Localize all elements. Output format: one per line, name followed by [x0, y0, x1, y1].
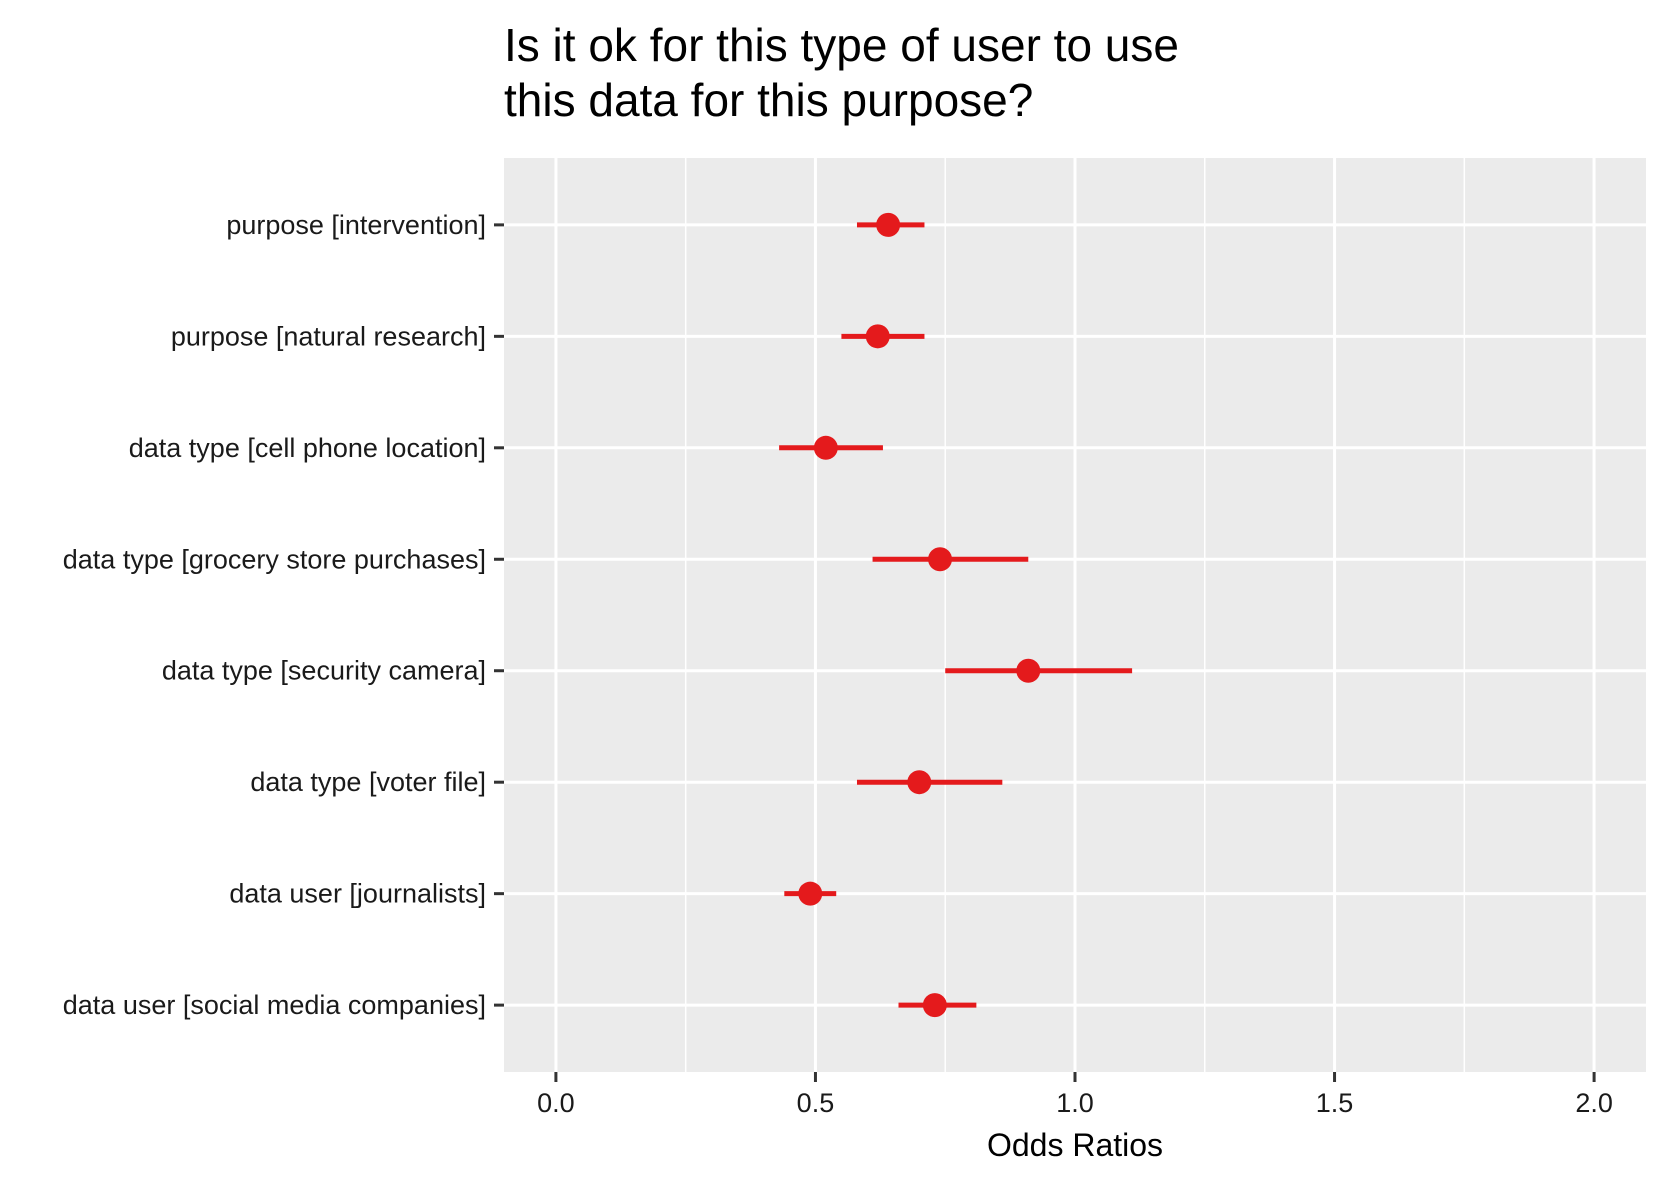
estimate-point-5: [907, 770, 932, 795]
x-axis: 0.0 0.5 1.0 1.5 2.0: [537, 1072, 1613, 1118]
estimate-point-6: [798, 881, 823, 906]
y-tick-label-5: data type [voter file]: [250, 767, 486, 797]
x-axis-title: Odds Ratios: [987, 1127, 1163, 1163]
estimate-point-7: [922, 993, 947, 1018]
y-tick-label-2: data type [cell phone location]: [129, 433, 486, 463]
grid-minor: [684, 158, 1466, 1072]
estimate-point-1: [865, 324, 890, 349]
y-tick-label-6: data user [journalists]: [229, 879, 486, 909]
estimate-point-0: [876, 212, 901, 237]
estimate-point-4: [1016, 658, 1041, 683]
x-tick-label-3: 1.5: [1316, 1088, 1354, 1118]
chart-title-line-2: this data for this purpose?: [504, 74, 1034, 126]
estimate-point-3: [928, 547, 953, 572]
y-axis: purpose [intervention] purpose [natural r…: [63, 210, 504, 1020]
y-tick-label-0: purpose [intervention]: [226, 210, 486, 240]
data-marks: [779, 212, 1133, 1018]
y-tick-label-7: data user [social media companies]: [63, 990, 486, 1020]
y-tick-label-3: data type [grocery store purchases]: [63, 544, 486, 574]
x-tick-label-4: 2.0: [1575, 1088, 1613, 1118]
y-tick-label-1: purpose [natural research]: [171, 321, 486, 351]
y-tick-label-4: data type [security camera]: [162, 656, 486, 686]
x-tick-label-0: 0.0: [537, 1088, 575, 1118]
x-tick-label-1: 0.5: [797, 1088, 835, 1118]
chart-title: Is it ok for this type of user to use th…: [504, 18, 1604, 128]
chart-title-line-1: Is it ok for this type of user to use: [504, 19, 1179, 71]
x-tick-label-2: 1.0: [1056, 1088, 1094, 1118]
grid-major: [504, 158, 1646, 1072]
estimate-point-2: [813, 435, 838, 460]
